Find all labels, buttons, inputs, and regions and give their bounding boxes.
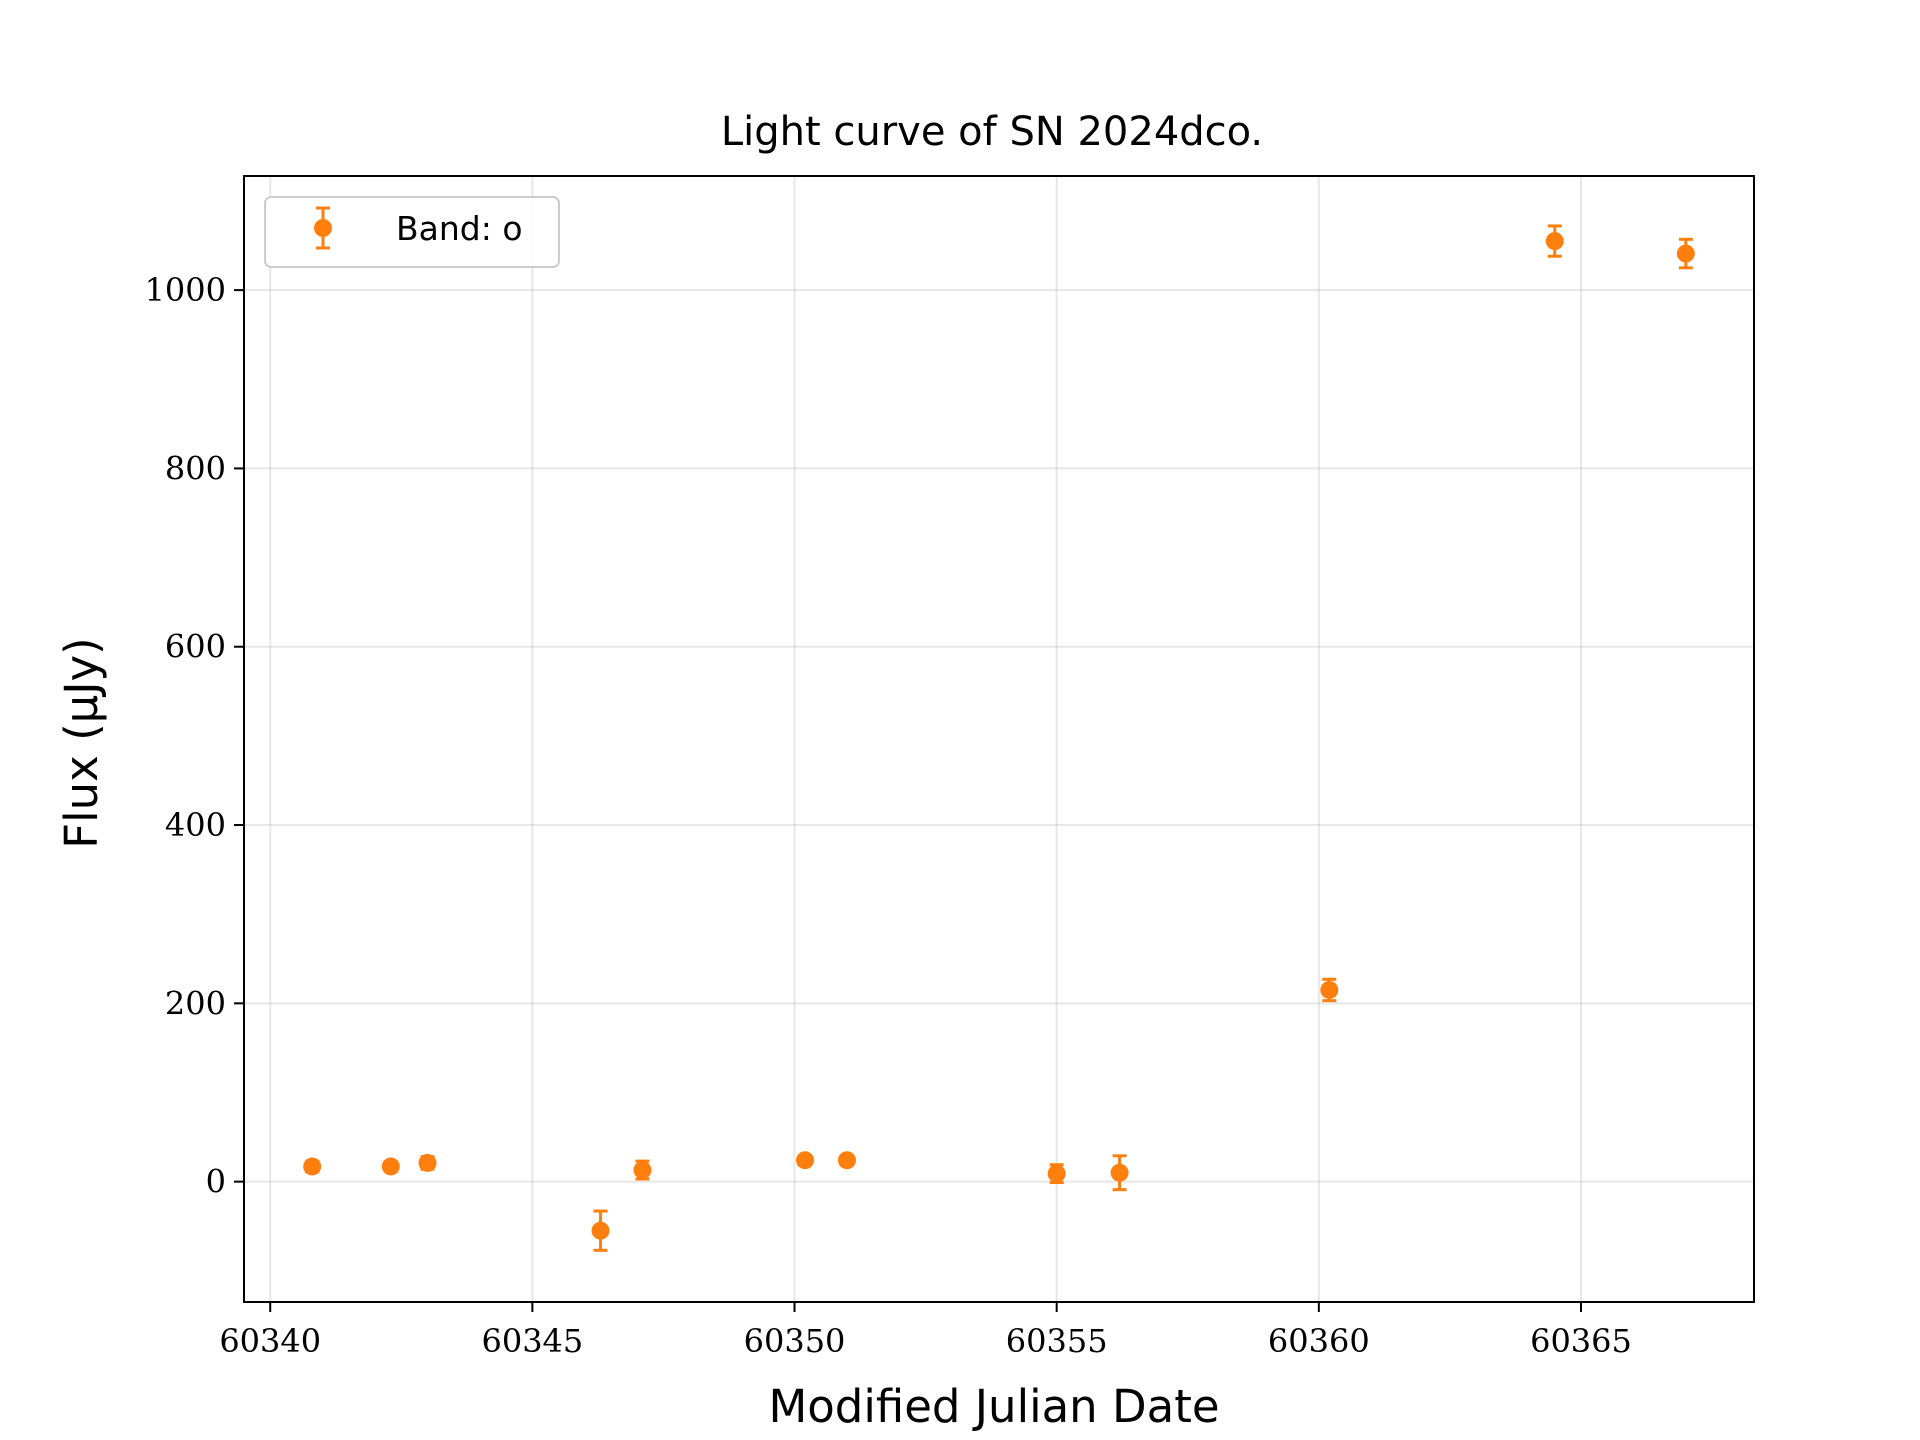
- y-tick-label: 1000: [145, 271, 226, 309]
- x-tick-label: 60350: [744, 1322, 846, 1360]
- y-tick-label: 800: [165, 449, 226, 487]
- data-point: [1110, 1154, 1129, 1192]
- chart-title: Light curve of SN 2024dco.: [721, 109, 1263, 155]
- data-point: [1545, 224, 1564, 258]
- grid-lines: [244, 176, 1754, 1302]
- x-tick-label: 60355: [1006, 1322, 1108, 1360]
- axis-ticks: 60340 60345 60350 60355 60360 60365 0 200 400 600…: [145, 271, 1632, 1360]
- data-point: [1320, 977, 1339, 1003]
- data-point: [591, 1209, 610, 1252]
- data-marker: [1110, 1163, 1129, 1182]
- data-marker: [303, 1157, 322, 1176]
- data-marker: [1047, 1164, 1066, 1183]
- data-point: [796, 1151, 815, 1170]
- legend-frame: [264, 196, 560, 268]
- y-tick-label: 400: [165, 806, 226, 844]
- data-marker: [1320, 980, 1339, 999]
- legend: Band: o: [264, 196, 560, 268]
- data-point: [303, 1157, 322, 1176]
- legend-marker-icon: [314, 219, 332, 237]
- y-axis-label: Flux (μJy): [55, 637, 108, 849]
- data-marker: [796, 1151, 815, 1170]
- x-axis-label: Modified Julian Date: [768, 1380, 1219, 1433]
- data-point: [418, 1153, 437, 1172]
- data-marker: [591, 1221, 610, 1240]
- plot-frame: [243, 175, 1755, 1303]
- data-marker: [381, 1157, 400, 1176]
- data-point: [381, 1157, 400, 1176]
- data-marker: [1545, 232, 1564, 251]
- x-tick-label: 60345: [481, 1322, 583, 1360]
- y-tick-label: 600: [165, 628, 226, 666]
- data-marker: [633, 1161, 652, 1180]
- data-point: [1047, 1163, 1066, 1185]
- y-tick-label: 200: [165, 984, 226, 1022]
- data-marker: [418, 1153, 437, 1172]
- data-point: [1676, 237, 1695, 270]
- x-tick-label: 60340: [219, 1322, 321, 1360]
- legend-label: Band: o: [396, 209, 523, 248]
- x-tick-label: 60360: [1268, 1322, 1370, 1360]
- data-points: [303, 224, 1695, 1252]
- data-marker: [1676, 244, 1695, 263]
- data-point: [633, 1159, 652, 1181]
- data-marker: [837, 1151, 856, 1170]
- x-tick-label: 60365: [1530, 1322, 1632, 1360]
- data-point: [837, 1151, 856, 1170]
- y-tick-label: 0: [206, 1163, 226, 1201]
